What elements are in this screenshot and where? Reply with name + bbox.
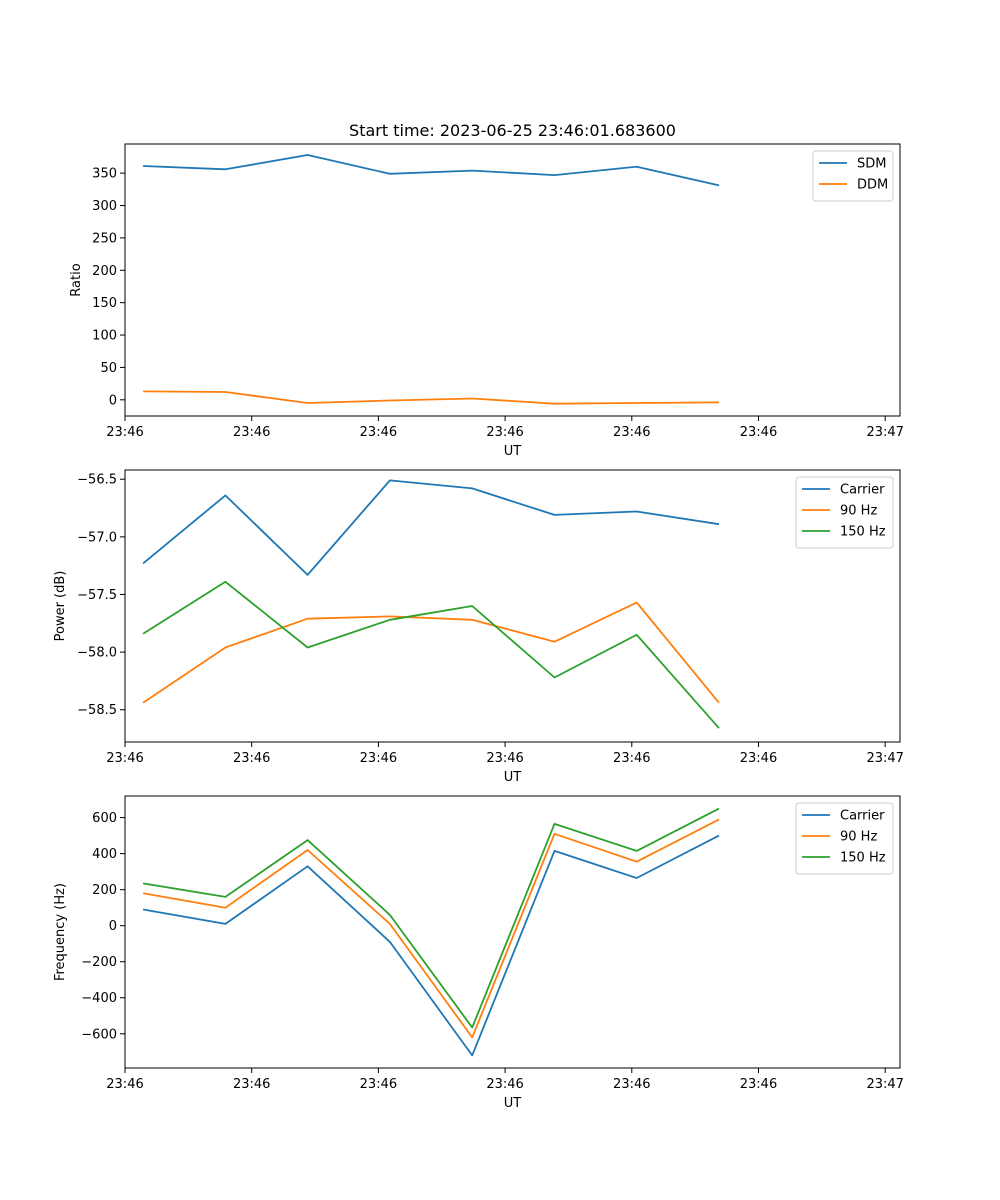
power-x-axis-label: UT: [504, 770, 522, 785]
power-series-line-90-hz: [142, 601, 720, 704]
ratio-y-tick-label: 350: [92, 167, 117, 182]
ratio-legend-label: SDM: [857, 157, 886, 172]
figure-title: Start time: 2023-06-25 23:46:01.683600: [349, 121, 676, 140]
power-panel: 23:46 23:46 23:46 23:46 23:46 23:46 23:47 −58.5…: [53, 469, 904, 785]
power-y-tick-label: −57.0: [77, 530, 117, 545]
power-legend-label: Carrier: [840, 483, 885, 498]
frequency-x-tick-label: 23:46: [613, 1077, 650, 1092]
frequency-series-line-carrier: [142, 834, 720, 1057]
frequency-x-tick-label: 23:46: [106, 1077, 143, 1092]
frequency-x-tick-label: 23:46: [360, 1077, 397, 1092]
power-x-tick-label: 23:46: [233, 751, 270, 766]
frequency-y-tick-label: 0: [109, 919, 117, 934]
frequency-y-tick-label: −400: [81, 991, 117, 1006]
ratio-series-line-sdm: [143, 154, 720, 187]
power-legend-label: 150 Hz: [840, 525, 886, 540]
frequency-y-tick-label: −200: [81, 955, 117, 970]
power-x-tick-label: 23:47: [866, 751, 903, 766]
frequency-series-line-150-hz: [142, 807, 720, 1029]
ratio-x-tick-label: 23:46: [486, 425, 523, 440]
ratio-y-tick-label: 300: [92, 199, 117, 214]
power-x-tick-label: 23:46: [486, 751, 523, 766]
frequency-y-tick-label: 600: [92, 811, 117, 826]
frequency-legend-label: 150 Hz: [840, 851, 886, 866]
ratio-x-tick-label: 23:46: [106, 425, 143, 440]
ratio-x-axis-label: UT: [504, 444, 522, 459]
frequency-axes-frame: [124, 795, 901, 1069]
power-x-tick-label: 23:46: [106, 751, 143, 766]
ratio-x-tick-label: 23:46: [360, 425, 397, 440]
power-axes-frame: [124, 469, 901, 743]
frequency-x-axis-label: UT: [504, 1096, 522, 1111]
power-series-line-150-hz: [142, 580, 720, 729]
power-series-line-carrier: [142, 479, 720, 576]
ratio-x-tick-label: 23:46: [233, 425, 270, 440]
frequency-y-tick-label: 200: [92, 883, 117, 898]
power-x-tick-label: 23:46: [740, 751, 777, 766]
frequency-y-axis-label: Frequency (Hz): [53, 883, 68, 981]
ratio-panel: 23:46 23:46 23:46 23:46 23:46 23:46 23:47 0 50 10…: [69, 143, 904, 459]
ratio-x-tick-label: 23:47: [866, 425, 903, 440]
power-legend-label: 90 Hz: [840, 504, 877, 519]
frequency-x-tick-label: 23:46: [486, 1077, 523, 1092]
ratio-y-axis-label: Ratio: [69, 263, 84, 296]
ratio-legend-label: DDM: [857, 178, 888, 193]
ratio-axes-frame: [124, 143, 901, 417]
power-y-tick-label: −58.0: [77, 646, 117, 661]
power-x-tick-label: 23:46: [360, 751, 397, 766]
frequency-x-tick-label: 23:46: [233, 1077, 270, 1092]
ratio-series-line-ddm: [143, 390, 720, 405]
ratio-y-tick-label: 200: [92, 264, 117, 279]
power-x-tick-label: 23:46: [613, 751, 650, 766]
ratio-x-tick-label: 23:46: [613, 425, 650, 440]
frequency-legend-label: Carrier: [840, 809, 885, 824]
power-y-tick-label: −58.5: [77, 703, 117, 718]
frequency-panel: 23:46 23:46 23:46 23:46 23:46 23:46 23:47 −600 −…: [53, 795, 904, 1111]
frequency-x-tick-label: 23:46: [740, 1077, 777, 1092]
ratio-y-tick-label: 50: [100, 361, 117, 376]
frequency-y-tick-label: 400: [92, 847, 117, 862]
power-y-axis-label: Power (dB): [53, 571, 68, 642]
power-y-tick-label: −57.5: [77, 588, 117, 603]
frequency-legend-label: 90 Hz: [840, 830, 877, 845]
ratio-x-tick-label: 23:46: [740, 425, 777, 440]
ratio-y-tick-label: 0: [109, 393, 117, 408]
frequency-series-line-90-hz: [142, 818, 720, 1039]
frequency-x-tick-label: 23:47: [866, 1077, 903, 1092]
frequency-y-tick-label: −600: [81, 1027, 117, 1042]
ratio-y-tick-label: 100: [92, 329, 117, 344]
power-y-tick-label: −56.5: [77, 473, 117, 488]
ratio-y-tick-label: 150: [92, 296, 117, 311]
ratio-y-tick-label: 250: [92, 231, 117, 246]
